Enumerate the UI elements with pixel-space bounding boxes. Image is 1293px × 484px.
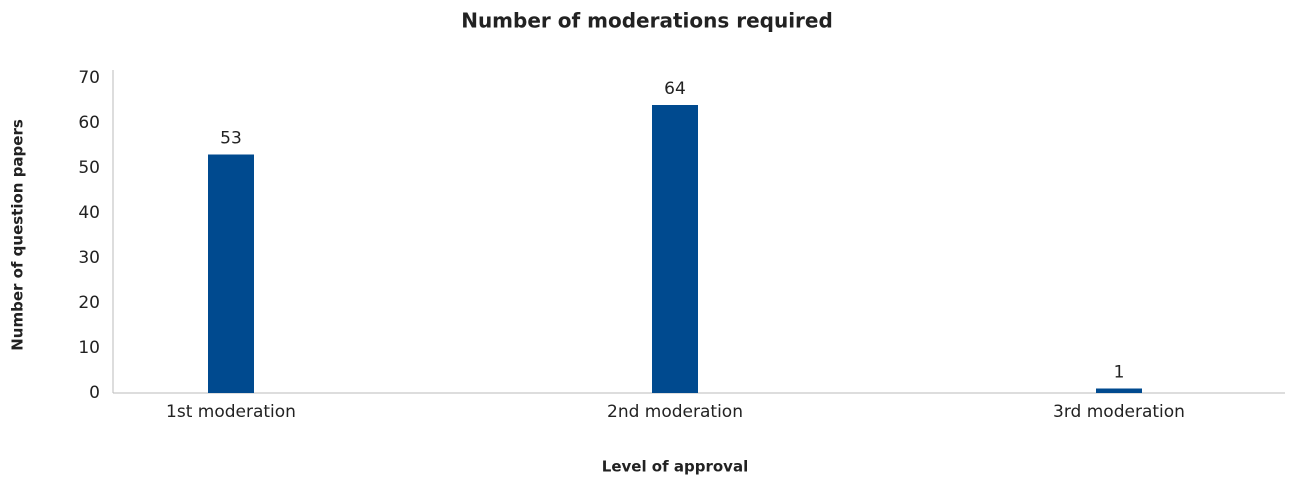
x-tick-label: 2nd moderation [607,402,743,422]
y-tick-label: 0 [89,383,100,403]
x-tick-label: 1st moderation [166,402,296,422]
y-axis-label: Number of question papers [9,119,27,351]
data-label: 64 [664,79,686,99]
bar [208,154,254,393]
x-tick-label: 3rd moderation [1053,402,1185,422]
bar [1096,388,1142,393]
chart-title: Number of moderations required [461,9,833,33]
y-tick-label: 30 [78,248,100,268]
data-label: 53 [220,129,242,149]
y-tick-label: 40 [78,203,100,223]
y-tick-label: 50 [78,158,100,178]
data-label: 1 [1114,363,1125,383]
y-tick-label: 70 [78,68,100,88]
y-tick-label: 10 [78,338,100,358]
y-tick-label: 20 [78,293,100,313]
x-axis-label: Level of approval [602,458,748,476]
y-tick-label: 60 [78,113,100,133]
bar [652,105,698,393]
